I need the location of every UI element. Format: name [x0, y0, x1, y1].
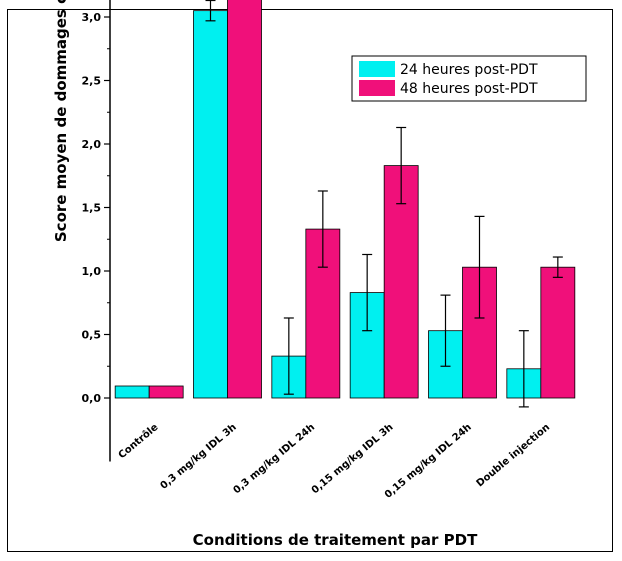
y-axis-title: Score moyen de dommages cutanés (U.A)	[52, 0, 70, 242]
legend-swatch-24h	[359, 61, 395, 77]
x-tick-label: 0,3 mg/kg IDL 3h	[158, 422, 238, 492]
legend-label-24h: 24 heures post-PDT	[400, 62, 538, 78]
y-tick-label: 0,0	[82, 392, 102, 405]
y-tick-label: 1,5	[82, 202, 102, 215]
bar-48h	[383, 165, 419, 399]
y-tick-label: 2,0	[82, 138, 102, 151]
bar-24h	[193, 10, 228, 399]
x-tick-label: Contrôle	[116, 421, 161, 461]
x-tick-label: 0,15 mg/kg IDL 3h	[310, 422, 396, 496]
x-tick-label: 0,15 mg/kg IDL 24h	[383, 422, 474, 501]
bars	[114, 0, 576, 399]
y-tick-label: 1,0	[82, 265, 102, 278]
x-axis-title: Conditions de traitement par PDT	[193, 531, 478, 549]
y-tick-label: 0,5	[82, 329, 102, 342]
legend: 24 heures post-PDT 48 heures post-PDT	[351, 55, 587, 102]
significance-star: *	[206, 0, 216, 2]
y-tick-label: 2,5	[82, 75, 102, 88]
legend-swatch-48h	[359, 80, 395, 96]
error-bars: **	[205, 0, 563, 408]
x-tick-label: Double injection	[475, 422, 553, 490]
bar-48h	[540, 266, 576, 399]
x-tick-label: 0,3 mg/kg IDL 24h	[231, 422, 317, 496]
bar-48h	[148, 385, 184, 399]
y-tick-label: 3,0	[82, 11, 102, 24]
y-ticks: 0,00,51,01,52,02,53,03,54,04,55,0	[82, 11, 110, 405]
bar-48h	[227, 0, 262, 399]
legend-label-48h: 48 heures post-PDT	[400, 81, 538, 97]
figure-frame	[7, 9, 613, 552]
bar-24h	[114, 385, 150, 399]
